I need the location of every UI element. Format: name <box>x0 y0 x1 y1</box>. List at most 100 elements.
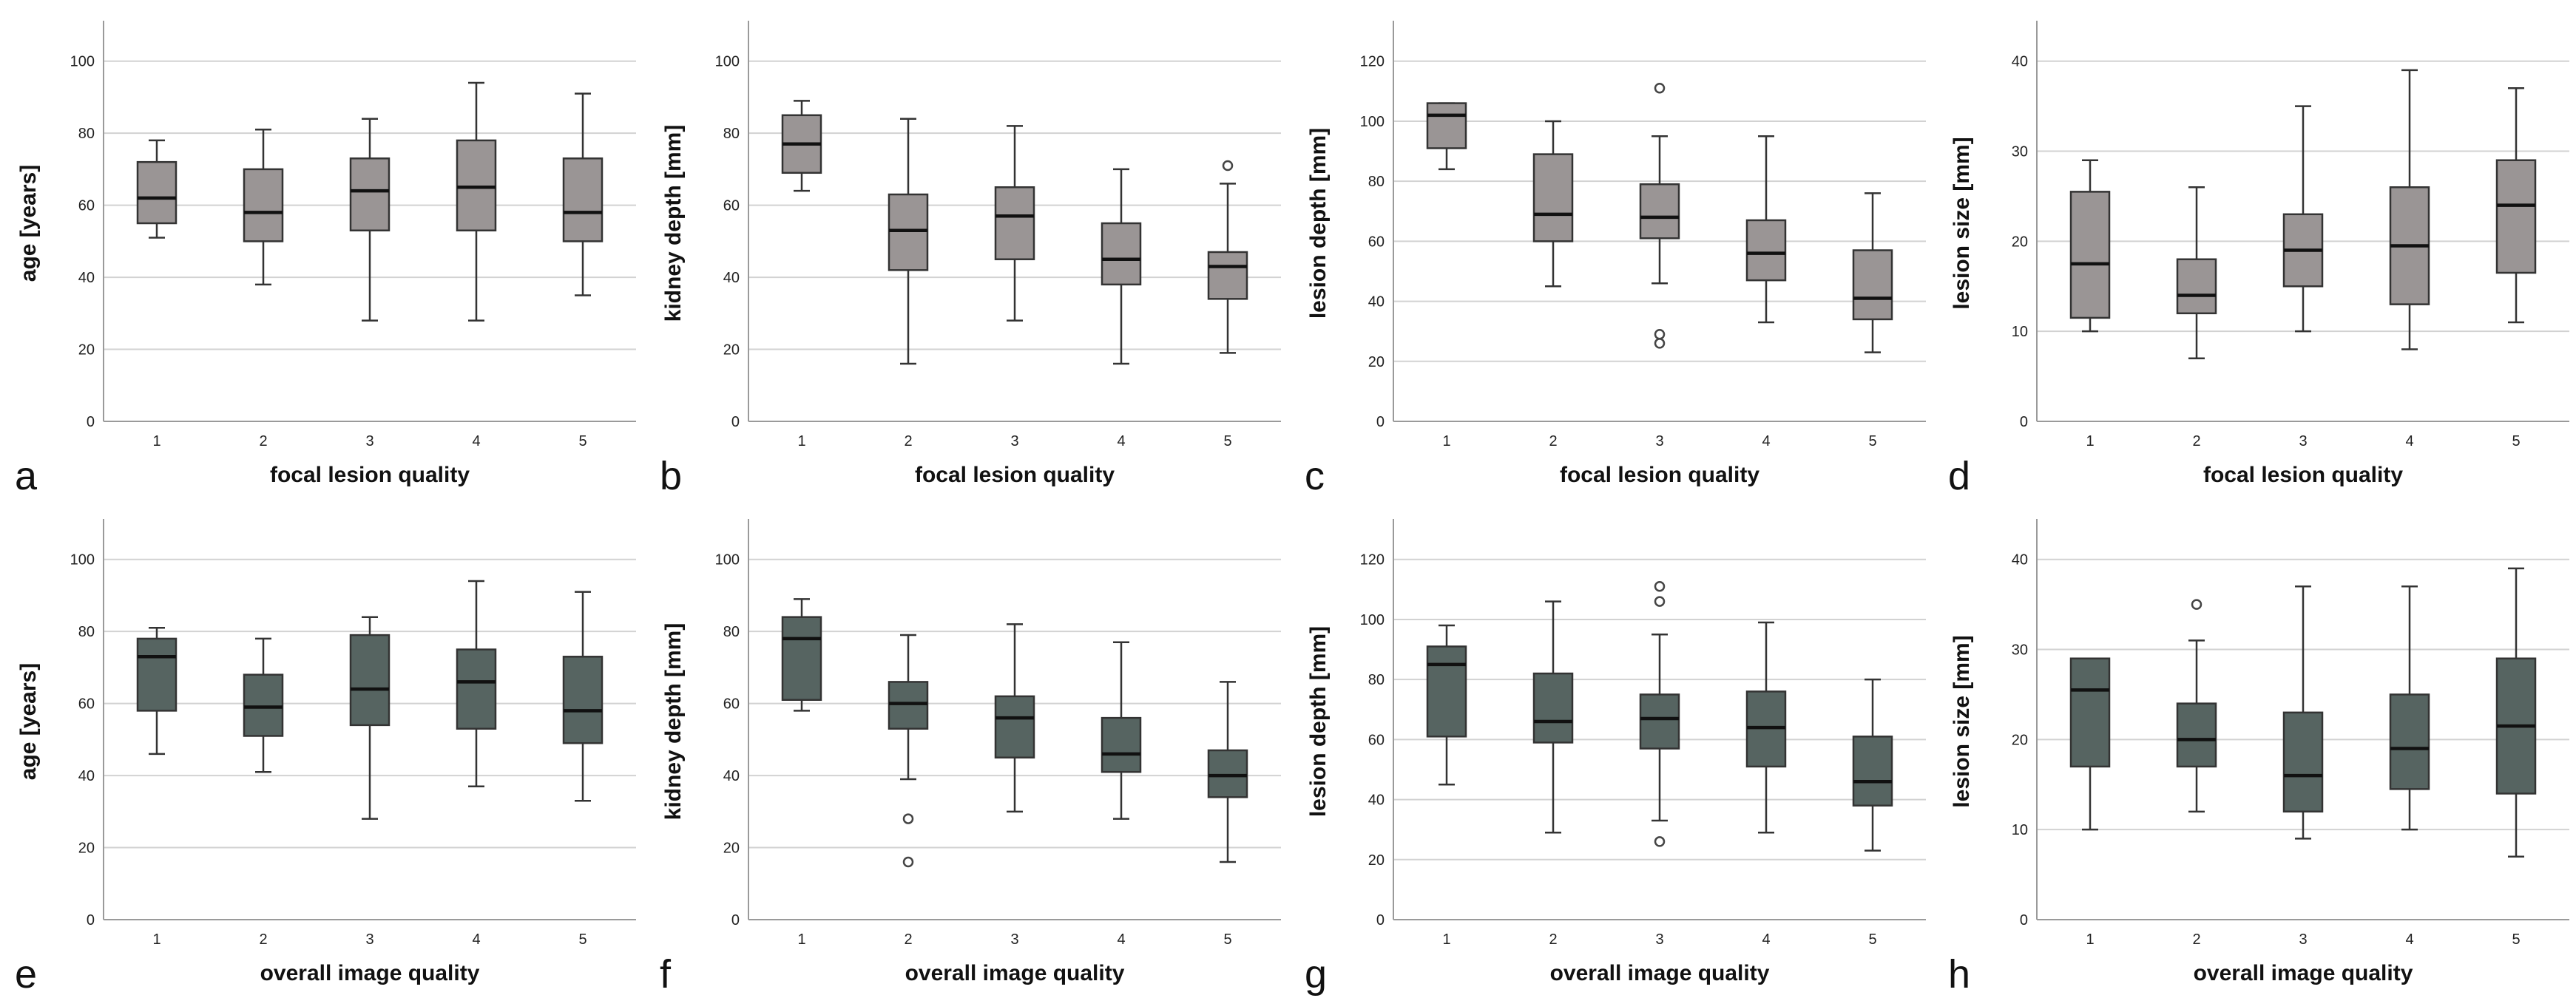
box-group-4 <box>2389 585 2430 831</box>
x-axis-title: overall image quality <box>905 961 1125 985</box>
box-group-1 <box>2069 657 2111 831</box>
y-tick-label: 80 <box>1368 672 1385 688</box>
x-tick-label: 3 <box>1010 433 1018 449</box>
outlier-point <box>1222 160 1234 172</box>
x-tick-label: 4 <box>1762 433 1770 449</box>
iqr-box <box>243 168 284 242</box>
x-tick-label: 4 <box>2405 931 2413 948</box>
x-tick-label: 5 <box>2512 931 2520 948</box>
chart-panel-f: 0 20 40 60 80 100 1 2 3 4 5 kidney depth [mm] overal… <box>660 519 1281 997</box>
x-tick-label: 4 <box>2405 433 2413 449</box>
y-tick-label: 60 <box>723 696 740 713</box>
box-group-4 <box>1101 168 1142 365</box>
box-group-1 <box>1426 624 1467 786</box>
iqr-box <box>2282 711 2324 813</box>
y-tick-label: 0 <box>2020 912 2028 929</box>
x-tick-label: 5 <box>2512 433 2520 449</box>
panel-letter: f <box>660 952 672 997</box>
box-group-4 <box>2389 69 2430 350</box>
y-tick-label: 40 <box>1368 792 1385 809</box>
chart-panel-a: 0 20 40 60 80 100 1 2 3 4 5 age [years] focal lesion… <box>15 21 636 498</box>
y-axis-title: kidney depth [mm] <box>661 623 686 821</box>
outlier-point <box>1654 836 1666 847</box>
y-tick-label: 60 <box>1368 732 1385 748</box>
y-tick-label: 20 <box>78 841 95 857</box>
x-tick-label: 4 <box>1117 433 1125 449</box>
y-axis-title: lesion depth [mm] <box>1306 128 1331 319</box>
box-group-3 <box>1639 581 1680 847</box>
iqr-box <box>1639 693 1680 750</box>
y-tick-label: 100 <box>715 54 740 70</box>
x-axis-title: focal lesion quality <box>270 463 470 487</box>
y-tick-label: 30 <box>2012 144 2028 160</box>
iqr-box <box>994 186 1035 260</box>
x-axis-title: overall image quality <box>2194 961 2413 985</box>
iqr-box <box>2176 702 2217 768</box>
outlier-point <box>1654 596 1666 607</box>
x-tick-label: 3 <box>1010 931 1018 948</box>
y-tick-label: 10 <box>2012 822 2028 838</box>
y-tick-label: 0 <box>1376 912 1385 929</box>
iqr-box <box>1101 716 1142 773</box>
box-group-4 <box>456 580 497 787</box>
x-axis-title: overall image quality <box>1550 961 1770 985</box>
y-tick-label: 120 <box>1360 54 1385 70</box>
box-group-2 <box>243 637 284 773</box>
box-group-3 <box>349 118 391 322</box>
y-tick-label: 100 <box>1360 114 1385 130</box>
y-tick-label: 40 <box>2012 552 2028 568</box>
y-axis-title: age [years] <box>16 165 41 282</box>
iqr-box <box>1852 249 1893 321</box>
x-tick-label: 3 <box>1655 931 1663 948</box>
iqr-box <box>1745 219 1787 282</box>
panel-letter: d <box>1948 454 1970 498</box>
box-group-5 <box>562 92 604 296</box>
box-group-1 <box>136 627 178 756</box>
y-tick-label: 60 <box>1368 234 1385 250</box>
y-tick-label: 0 <box>87 912 95 929</box>
panel-letter: e <box>15 952 37 997</box>
box-group-1 <box>1426 102 1467 171</box>
box-group-1 <box>781 100 822 192</box>
x-tick-label: 3 <box>1655 433 1663 449</box>
iqr-box <box>1207 251 1248 300</box>
iqr-box <box>562 157 604 242</box>
box-group-5 <box>1207 681 1248 863</box>
box-group-3 <box>994 125 1035 322</box>
y-tick-label: 20 <box>723 342 740 359</box>
x-tick-label: 2 <box>259 931 267 948</box>
x-tick-label: 1 <box>2086 931 2094 948</box>
iqr-box <box>888 193 929 271</box>
y-tick-label: 20 <box>1368 852 1385 869</box>
panel-letter: a <box>15 454 38 498</box>
outlier-point <box>902 856 914 868</box>
y-axis-title: lesion size [mm] <box>1950 137 1974 309</box>
panel-letter: g <box>1305 952 1327 997</box>
y-tick-label: 20 <box>1368 354 1385 370</box>
x-tick-label: 2 <box>904 931 912 948</box>
y-tick-label: 0 <box>1376 414 1385 430</box>
x-tick-label: 5 <box>1223 433 1231 449</box>
y-tick-label: 20 <box>78 342 95 359</box>
box-group-1 <box>136 139 178 239</box>
x-tick-label: 2 <box>1549 931 1557 948</box>
y-tick-label: 60 <box>723 198 740 214</box>
x-tick-label: 3 <box>2299 931 2307 948</box>
y-tick-label: 20 <box>2012 234 2028 250</box>
iqr-box <box>349 634 391 727</box>
y-tick-label: 40 <box>78 270 95 286</box>
x-tick-label: 4 <box>1117 931 1125 948</box>
iqr-box <box>1532 153 1574 242</box>
box-group-5 <box>1207 160 1248 354</box>
x-axis-title: overall image quality <box>260 961 480 985</box>
box-group-3 <box>1639 83 1680 349</box>
x-tick-label: 1 <box>797 931 805 948</box>
iqr-box <box>2389 693 2430 790</box>
x-tick-label: 3 <box>365 931 373 948</box>
x-tick-label: 2 <box>904 433 912 449</box>
box-group-2 <box>888 634 929 868</box>
iqr-box <box>243 673 284 737</box>
x-tick-label: 1 <box>1442 931 1450 948</box>
y-axis-title: age [years] <box>16 663 41 780</box>
box-group-4 <box>1745 621 1787 834</box>
